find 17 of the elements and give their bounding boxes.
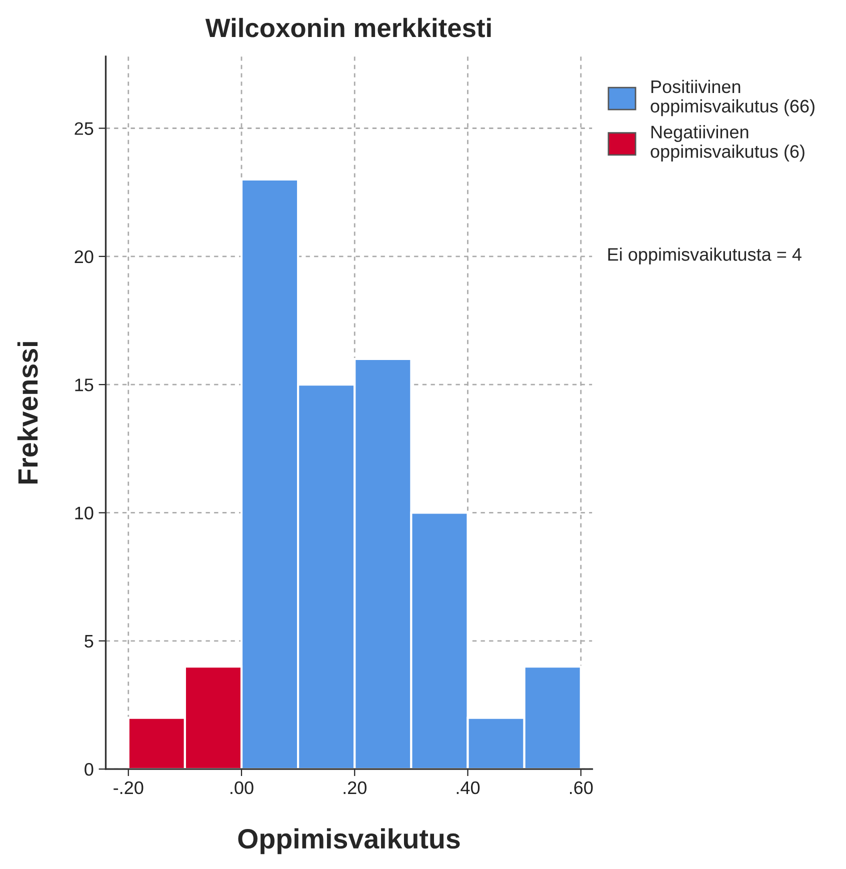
legend-label: Negatiivinen oppimisvaikutus (6) <box>650 125 804 162</box>
x-axis-title: Oppimisvaikutus <box>238 828 460 854</box>
x-tick-label: .40 <box>456 781 480 794</box>
y-tick-label: 15 <box>75 378 94 392</box>
x-tick-label: .20 <box>344 781 366 794</box>
y-tick-label: 5 <box>84 635 94 648</box>
x-tick-label: .60 <box>570 781 593 794</box>
y-axis-title: Frekvenssi <box>17 342 38 484</box>
x-tick-label: -.20 <box>114 781 144 794</box>
text: Ei oppimisvaikutusta = 4 <box>608 248 802 264</box>
y-tick-label: 20 <box>74 250 94 264</box>
chart-title: Wilcoxonin merkkitesti <box>205 18 491 38</box>
x-tick-label: .00 <box>230 781 254 794</box>
y-tick-label: 10 <box>75 506 94 520</box>
y-tick-label: 25 <box>74 122 94 135</box>
legend-label: Positiivinen oppimisvaikutus (66) <box>650 80 814 116</box>
y-tick-label: 0 <box>84 763 94 776</box>
